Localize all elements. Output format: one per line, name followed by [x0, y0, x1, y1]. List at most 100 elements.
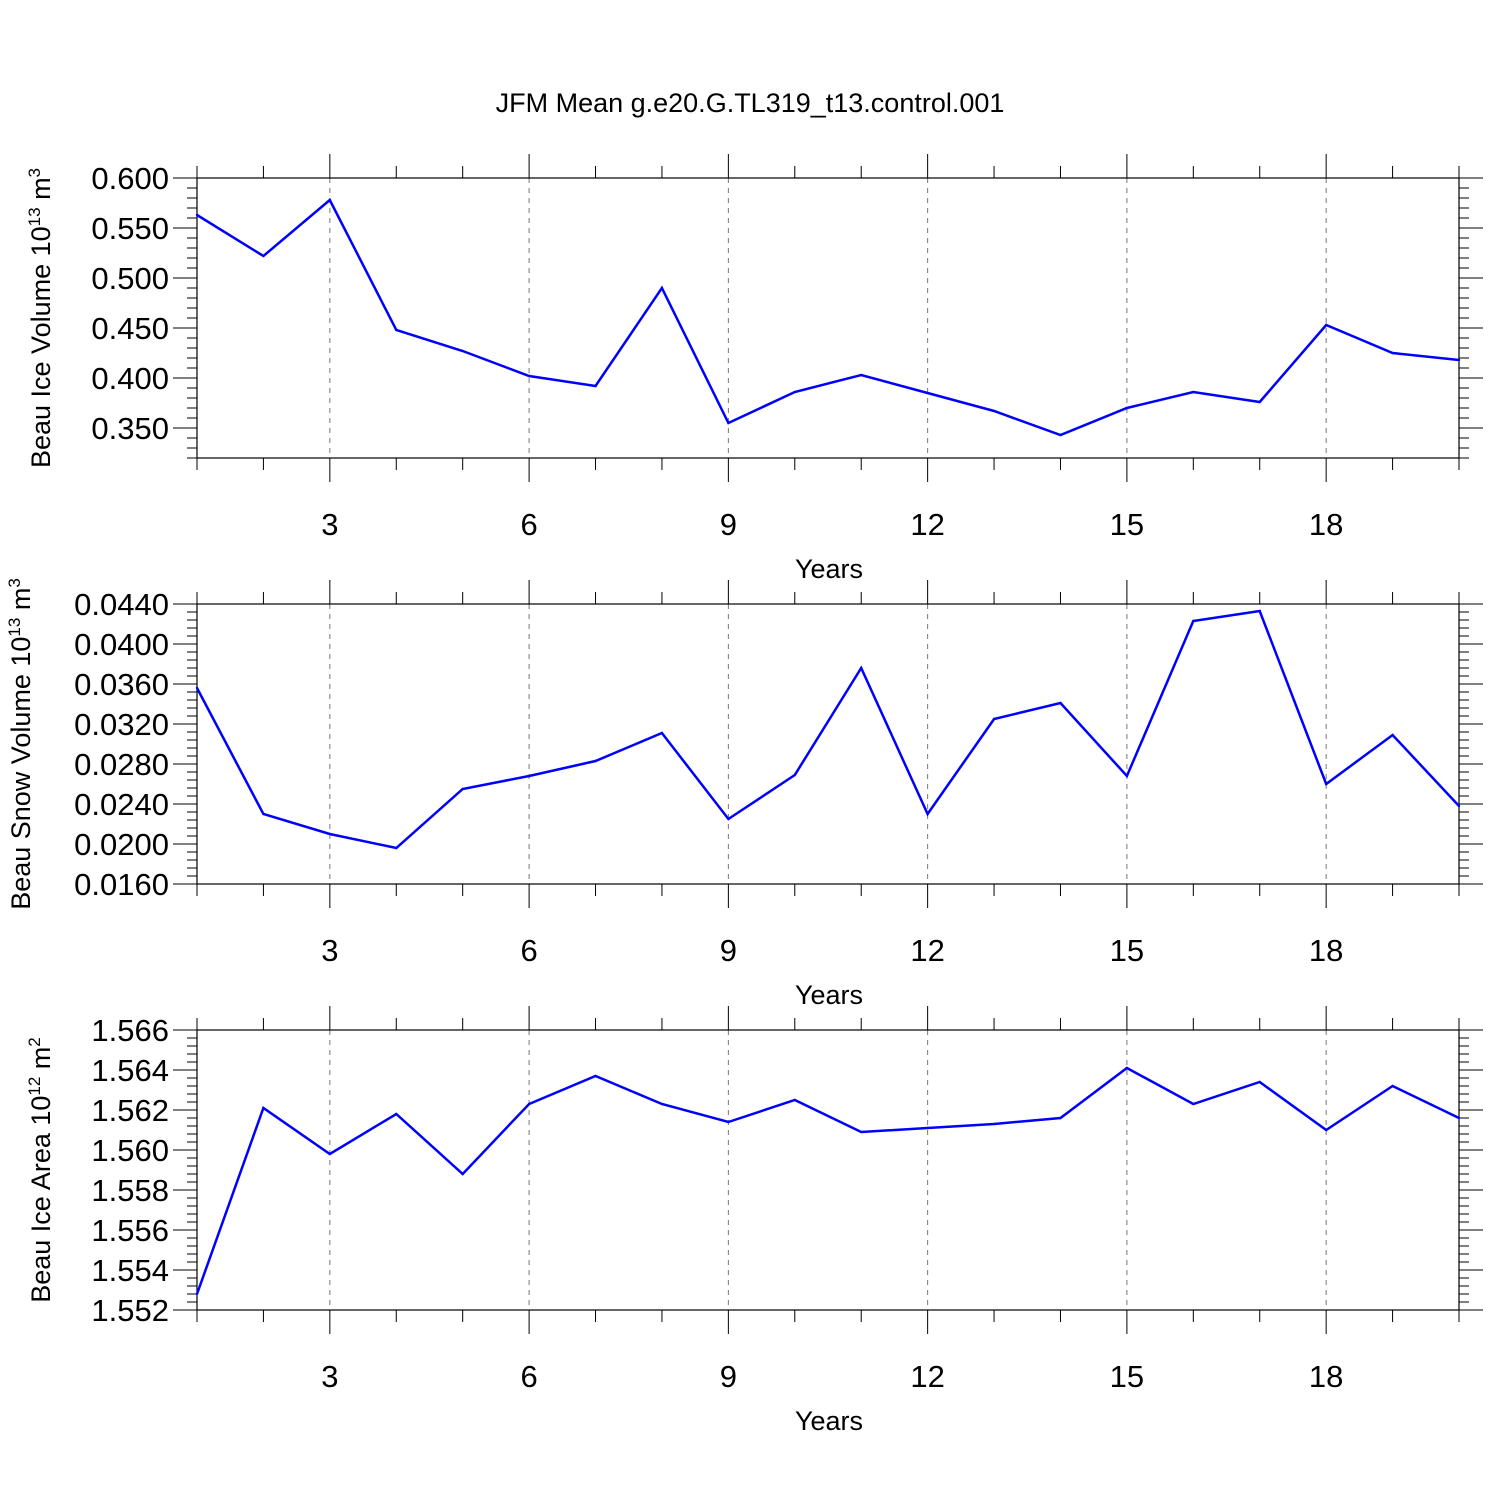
x-tick-label: 6: [520, 507, 537, 542]
x-tick-label: 9: [720, 933, 737, 968]
y-tick-label: 0.550: [91, 211, 169, 246]
data-point: [461, 1172, 464, 1176]
data-point: [793, 773, 796, 777]
y-tick-label: 1.562: [91, 1093, 169, 1128]
x-tick-label: 9: [720, 507, 737, 542]
data-point: [992, 717, 996, 721]
data-point: [1125, 1066, 1129, 1070]
x-axis-label: Years: [795, 1406, 863, 1436]
data-point: [195, 213, 199, 217]
x-tick-label: 15: [1110, 1359, 1144, 1394]
data-point: [660, 731, 664, 735]
data-point: [1391, 351, 1394, 355]
data-point: [860, 1130, 863, 1134]
data-point: [1059, 701, 1062, 705]
x-tick-label: 3: [321, 507, 338, 542]
series-line: [196, 198, 1460, 437]
data-point: [992, 409, 996, 413]
chart-panel-1: 0.600 0.550 0.500 0.450 0.400 0.350 3 6 9 12 15 18 Y…: [25, 154, 1483, 584]
x-tick-label: 12: [910, 933, 944, 968]
data-point: [727, 1120, 730, 1124]
data-point: [328, 1152, 332, 1156]
data-point: [926, 812, 929, 816]
data-point: [992, 1122, 996, 1126]
data-point: [328, 198, 332, 202]
x-axis-label: Years: [795, 980, 863, 1010]
data-point: [727, 421, 730, 425]
y-tick-label: 0.400: [91, 361, 169, 396]
plot-frame: [196, 1029, 1460, 1311]
x-tick-label: 15: [1110, 933, 1144, 968]
data-point: [1324, 782, 1328, 786]
data-point: [1059, 433, 1062, 437]
data-point: [860, 666, 863, 670]
plot-frame: [196, 177, 1460, 459]
data-point: [1192, 619, 1195, 623]
data-point: [1258, 609, 1261, 613]
data-point: [594, 759, 597, 763]
data-point: [1391, 733, 1394, 737]
y-axis-label: Beau Snow Volume 1013 m3: [5, 578, 36, 910]
plot-frame: [196, 603, 1460, 885]
y-tick-label: 0.350: [91, 411, 169, 446]
data-point: [195, 1292, 199, 1296]
y-axis-label: Beau Ice Volume 1013 m3: [25, 168, 56, 468]
y-tick-label: 1.566: [91, 1013, 169, 1048]
y-tick-label: 1.552: [91, 1293, 169, 1328]
data-point: [395, 328, 398, 332]
data-point: [1125, 406, 1129, 410]
y-tick-label: 0.0320: [74, 707, 169, 742]
x-tick-label: 18: [1309, 933, 1343, 968]
y-tick-label: 0.0440: [74, 587, 169, 622]
data-point: [1457, 1116, 1461, 1120]
y-tick-label: 1.554: [91, 1253, 169, 1288]
x-tick-label: 12: [910, 507, 944, 542]
data-point: [395, 1112, 398, 1116]
data-point: [594, 384, 597, 388]
data-point: [328, 832, 332, 836]
x-tick-label: 18: [1309, 507, 1343, 542]
y-tick-label: 1.558: [91, 1173, 169, 1208]
data-point: [1059, 1116, 1062, 1120]
series-line: [195, 1066, 1460, 1295]
data-point: [727, 817, 730, 821]
data-point: [527, 374, 531, 378]
data-point: [262, 254, 265, 258]
y-tick-label: 1.560: [91, 1133, 169, 1168]
y-tick-label: 0.0280: [74, 747, 169, 782]
data-point: [1258, 1080, 1261, 1084]
y-tick-label: 0.0200: [74, 827, 169, 862]
data-point: [262, 1106, 265, 1110]
data-point: [860, 373, 863, 377]
data-point: [1457, 804, 1461, 808]
page-title: JFM Mean g.e20.G.TL319_t13.control.001: [495, 88, 1005, 118]
data-point: [395, 846, 398, 850]
data-point: [793, 1098, 796, 1102]
y-tick-label: 0.500: [91, 261, 169, 296]
data-point: [1324, 323, 1328, 327]
data-point: [461, 349, 464, 353]
x-tick-label: 3: [321, 1359, 338, 1394]
data-point: [527, 1102, 531, 1106]
data-point: [594, 1074, 597, 1078]
data-point: [1192, 1102, 1195, 1106]
x-tick-label: 6: [520, 933, 537, 968]
data-point: [527, 774, 531, 778]
x-axis-label: Years: [795, 554, 863, 584]
chart-panel-3: 1.566 1.564 1.562 1.560 1.558 1.556 1.554 1.552…: [25, 1006, 1483, 1436]
data-point: [1391, 1084, 1394, 1088]
x-tick-label: 12: [910, 1359, 944, 1394]
x-tick-label: 9: [720, 1359, 737, 1394]
data-point: [461, 787, 464, 791]
y-tick-label: 0.0400: [74, 627, 169, 662]
x-tick-label: 15: [1110, 507, 1144, 542]
x-tick-label: 6: [520, 1359, 537, 1394]
series-line: [195, 609, 1460, 850]
data-point: [793, 390, 796, 394]
y-tick-label: 1.556: [91, 1213, 169, 1248]
data-point: [926, 391, 929, 395]
data-point: [1192, 390, 1195, 394]
y-tick-label: 0.0160: [74, 867, 169, 902]
data-point: [1457, 358, 1461, 362]
